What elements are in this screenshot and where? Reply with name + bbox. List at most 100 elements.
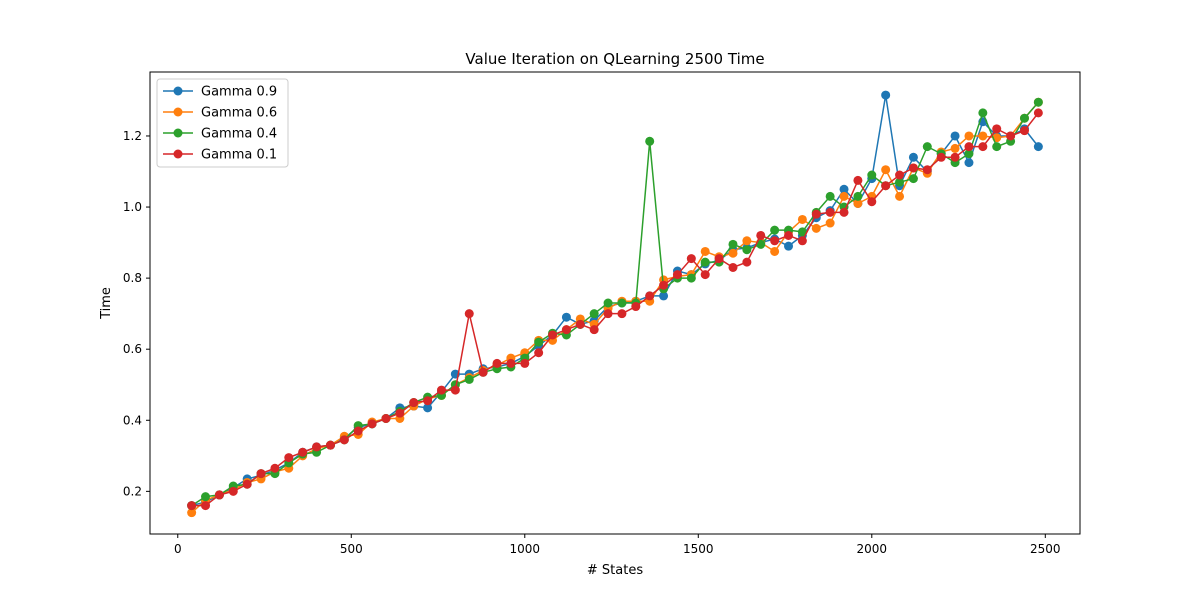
data-point [1019,126,1029,136]
data-point [728,262,738,272]
data-point [284,453,294,463]
data-point [700,246,710,256]
legend-label: Gamma 0.9 [201,85,277,100]
data-point [825,207,835,217]
data-point [659,291,669,301]
data-point [617,309,627,319]
data-point [881,90,891,100]
series-4 [187,108,1043,511]
data-point [1033,142,1043,152]
legend-marker [173,128,183,138]
x-axis: 0 500 1000 1500 2000 2500 [174,534,1061,556]
data-point [797,227,807,237]
data-point [742,236,752,246]
data-point [659,280,669,290]
data-point [464,309,474,319]
data-point [395,408,405,418]
x-tick-label: 2000 [857,542,888,556]
data-point [784,230,794,240]
x-tick-label: 500 [340,542,363,556]
data-point [436,385,446,395]
data-point [589,325,599,335]
data-point [853,198,863,208]
y-axis-label: Time [99,287,114,320]
data-point [325,440,335,450]
x-tick-label: 0 [174,542,182,556]
y-tick-label: 1.0 [123,200,142,214]
data-point [256,469,266,479]
data-point [534,337,544,347]
legend: Gamma 0.9 Gamma 0.6 Gamma 0.4 Gamma 0.1 [156,78,289,168]
y-tick-label: 0.6 [123,342,142,356]
data-point [728,239,738,249]
data-point [1006,131,1016,141]
data-point [339,435,349,445]
legend-item: Gamma 0.4 [163,127,277,142]
data-point [450,385,460,395]
y-tick-label: 0.8 [123,271,142,285]
data-point [714,254,724,264]
data-point [770,246,780,256]
x-tick-label: 1500 [683,542,714,556]
data-point [964,142,974,152]
x-tick-label: 1000 [510,542,541,556]
legend-item: Gamma 0.1 [163,148,277,163]
data-point [478,367,488,377]
data-point [548,330,558,340]
series-layer [187,90,1043,518]
data-point [950,131,960,141]
data-point [464,374,474,384]
data-point [950,143,960,153]
data-point [964,149,974,159]
x-tick-label: 2500 [1030,542,1061,556]
data-point [964,131,974,141]
data-point [686,273,696,283]
data-point [895,170,905,180]
data-point [811,209,821,219]
data-point [839,184,849,194]
chart-title: Value Iteration on QLearning 2500 Time [465,50,764,68]
legend-box [156,78,289,168]
data-point [409,398,419,408]
data-point [603,298,613,308]
data-point [575,319,585,329]
data-point [853,191,863,201]
y-tick-label: 0.2 [123,484,142,498]
data-point [187,501,197,511]
data-point [867,197,877,207]
data-point [700,270,710,280]
data-point [811,223,821,233]
data-point [978,142,988,152]
legend-item: Gamma 0.9 [163,85,277,100]
data-point [978,108,988,118]
data-point [214,490,224,500]
data-point [978,131,988,141]
data-point [1019,113,1029,123]
data-point [534,348,544,358]
data-point [617,298,627,308]
data-point [686,254,696,264]
data-point [853,175,863,185]
data-point [867,170,877,180]
plot-frame [149,71,1081,535]
data-point [492,358,502,368]
x-axis-label: # States [587,563,643,578]
data-point [742,245,752,255]
data-point [728,248,738,258]
data-point [895,191,905,201]
data-point [742,257,752,267]
data-point [645,291,655,301]
data-point [908,174,918,184]
data-point [784,241,794,251]
data-point [423,396,433,406]
data-point [506,358,516,368]
data-point [520,358,530,368]
data-point [645,136,655,146]
data-point [298,447,308,457]
y-tick-label: 0.4 [123,413,142,427]
data-point [895,177,905,187]
legend-marker [173,107,183,117]
data-point [825,191,835,201]
data-point [908,163,918,173]
data-point [908,152,918,162]
